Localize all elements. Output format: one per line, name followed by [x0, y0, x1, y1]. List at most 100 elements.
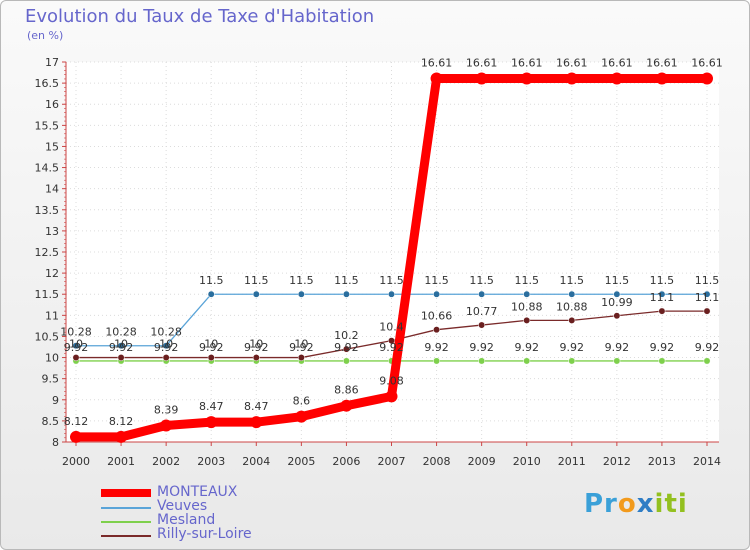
- data-point: [342, 345, 350, 353]
- y-tick-label: 11: [45, 309, 59, 322]
- data-point: [117, 354, 125, 362]
- data-point: [565, 72, 578, 85]
- data-point: [250, 416, 263, 429]
- data-label: 16.61: [466, 56, 498, 69]
- data-label: 16.61: [511, 56, 543, 69]
- data-label: 9.92: [469, 341, 494, 354]
- data-label: 10.99: [601, 296, 633, 309]
- data-point: [72, 342, 80, 350]
- legend-label-mesland: Mesland: [157, 512, 216, 528]
- data-label: 11.5: [469, 274, 494, 287]
- data-label: 11.5: [560, 274, 585, 287]
- y-tick-label: 14: [45, 183, 59, 196]
- data-point: [430, 72, 443, 85]
- data-label: 11.5: [334, 274, 359, 287]
- x-tick-label: 2010: [513, 455, 541, 468]
- y-tick-label: 15.5: [35, 119, 60, 132]
- data-label: 10: [249, 338, 263, 351]
- legend-label-veuves: Veuves: [157, 498, 208, 514]
- data-point: [297, 290, 305, 298]
- y-tick-label: 16: [45, 98, 59, 111]
- data-label: 16.61: [646, 56, 678, 69]
- data-point: [207, 290, 215, 298]
- data-point: [117, 342, 125, 350]
- data-label: 8.47: [244, 400, 269, 413]
- data-label: 11.1: [695, 291, 720, 304]
- data-point: [613, 312, 621, 320]
- data-point: [342, 290, 350, 298]
- data-label: 9.92: [154, 341, 179, 354]
- data-label: 8.12: [109, 415, 134, 428]
- data-label: 9.92: [514, 341, 539, 354]
- data-label: 10.28: [60, 326, 92, 339]
- data-point: [520, 72, 533, 85]
- data-label: 10.77: [466, 305, 498, 318]
- data-point: [568, 357, 576, 365]
- data-label: 9.92: [289, 341, 314, 354]
- data-label: 11.5: [605, 274, 630, 287]
- data-point: [613, 290, 621, 298]
- data-label: 11.1: [650, 291, 675, 304]
- data-label: 9.92: [605, 341, 630, 354]
- data-point: [433, 357, 441, 365]
- data-point: [160, 419, 173, 432]
- data-label: 9.92: [64, 341, 89, 354]
- y-tick-label: 9.5: [42, 373, 60, 386]
- data-label: 10.88: [556, 300, 588, 313]
- x-tick-label: 2005: [287, 455, 315, 468]
- data-label: 9.92: [650, 341, 675, 354]
- data-point: [703, 307, 711, 315]
- data-point: [523, 357, 531, 365]
- legend-swatch-mesland: [101, 521, 151, 523]
- data-label: 10: [204, 338, 218, 351]
- data-label: 8.6: [293, 395, 311, 408]
- y-tick-label: 10: [45, 352, 59, 365]
- data-point: [478, 357, 486, 365]
- data-point: [162, 342, 170, 350]
- data-point: [115, 430, 128, 443]
- data-point: [70, 430, 82, 443]
- data-label: 10.66: [421, 310, 453, 323]
- data-label: 9.92: [199, 341, 224, 354]
- logo-part-4: iti: [654, 489, 688, 519]
- data-label: 16.61: [556, 56, 588, 69]
- data-point: [655, 72, 668, 85]
- data-label: 10: [159, 338, 173, 351]
- chart-title: Evolution du Taux de Taxe d'Habitation: [25, 6, 375, 27]
- data-point: [658, 290, 666, 298]
- y-tick-label: 17: [45, 56, 59, 69]
- data-point: [340, 399, 353, 412]
- x-tick-label: 2004: [242, 455, 270, 468]
- data-label: 9.92: [109, 341, 134, 354]
- x-tick-label: 2006: [332, 455, 360, 468]
- data-label: 8.86: [334, 384, 359, 397]
- data-point: [252, 290, 260, 298]
- data-label: 9.92: [695, 341, 720, 354]
- legend-swatch-veuves: [101, 507, 151, 509]
- proxiti-logo: Proxiti: [584, 489, 688, 519]
- data-point: [568, 290, 576, 298]
- data-label: 9.08: [379, 374, 404, 387]
- data-point: [568, 316, 576, 324]
- x-tick-label: 2007: [378, 455, 406, 468]
- y-tick-label: 12.5: [35, 246, 60, 259]
- x-tick-label: 2000: [62, 455, 90, 468]
- data-point: [478, 290, 486, 298]
- data-point: [295, 410, 308, 423]
- y-tick-label: 12: [45, 267, 59, 280]
- data-point: [252, 354, 260, 362]
- data-label: 11.5: [244, 274, 269, 287]
- legend-label-rilly: Rilly-sur-Loire: [157, 526, 252, 542]
- data-label: 10.4: [379, 321, 404, 334]
- data-point: [703, 357, 711, 365]
- x-tick-label: 2003: [197, 455, 225, 468]
- data-point: [523, 290, 531, 298]
- data-point: [613, 357, 621, 365]
- y-tick-label: 9: [52, 394, 59, 407]
- x-tick-label: 2009: [468, 455, 496, 468]
- y-tick-label: 15: [45, 140, 59, 153]
- x-tick-label: 2001: [107, 455, 135, 468]
- y-tick-label: 10.5: [35, 330, 60, 343]
- y-tick-label: 16.5: [35, 77, 60, 90]
